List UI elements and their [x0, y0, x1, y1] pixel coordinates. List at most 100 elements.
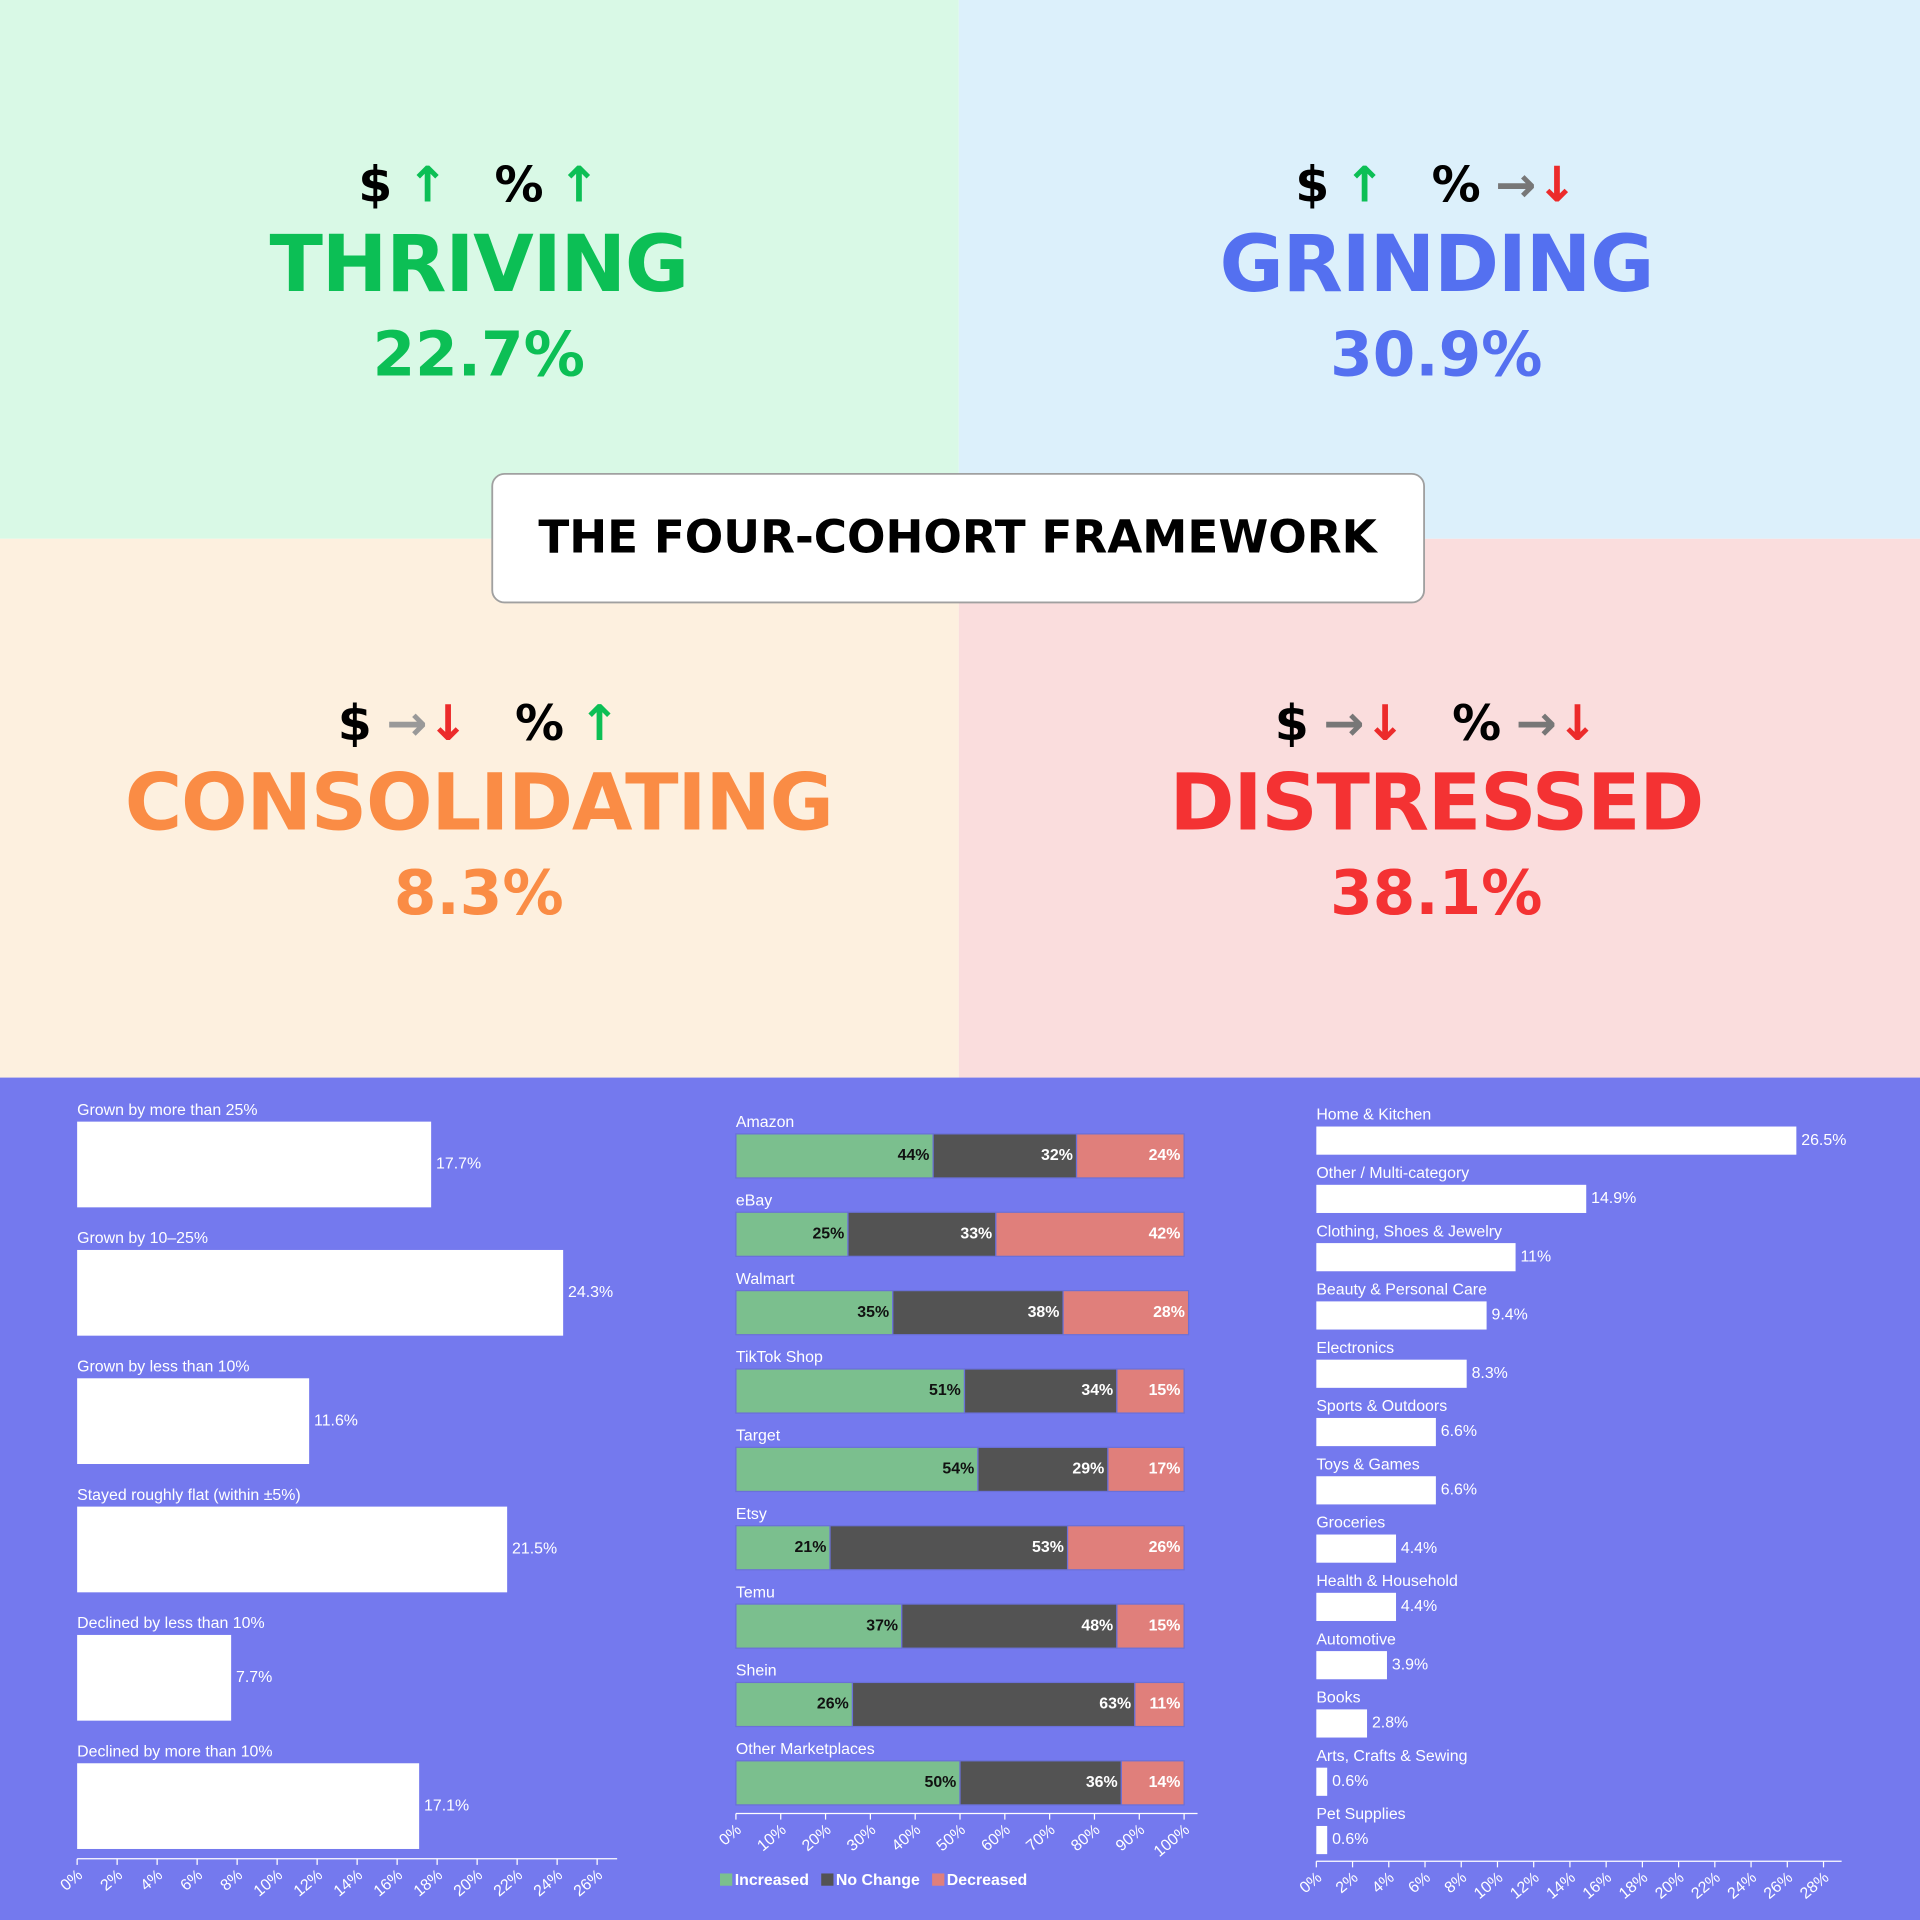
value-label: 21.5% [512, 1541, 557, 1558]
value-label: 4.4% [1401, 1540, 1437, 1557]
cohort-share: 38.1% [1330, 858, 1542, 929]
value-label: 33% [960, 1225, 992, 1242]
category-label: Other / Multi-category [1316, 1165, 1469, 1182]
value-label: 4.4% [1401, 1598, 1437, 1615]
quadrant-background [958, 0, 1920, 539]
cohort-name: DISTRESSED [1170, 758, 1704, 849]
bar-segment [829, 1525, 1069, 1571]
category-label: Temu [736, 1584, 775, 1601]
bar-segment [735, 1603, 903, 1649]
legend-label: Decreased [947, 1872, 1027, 1889]
legend-label: Increased [735, 1872, 809, 1889]
bar-segment [735, 1133, 934, 1179]
value-label: 21% [795, 1539, 827, 1556]
cohort-share: 22.7% [373, 319, 585, 390]
category-label: Groceries [1316, 1515, 1385, 1532]
value-label: 44% [898, 1147, 930, 1164]
bar-segment [963, 1368, 1118, 1414]
bar [1316, 1651, 1387, 1680]
bar-segment [847, 1211, 997, 1257]
value-label: 7.7% [236, 1669, 272, 1686]
category-label: Automotive [1316, 1631, 1396, 1648]
value-label: 17.7% [436, 1156, 481, 1173]
value-label: 0.6% [1332, 1831, 1368, 1848]
category-label: Declined by less than 10% [77, 1615, 264, 1632]
legend-label: No Change [836, 1872, 920, 1889]
bar-segment [1075, 1133, 1185, 1179]
indicators: $ →↓% →↓ [1275, 695, 1598, 752]
bar-segment [735, 1681, 854, 1728]
framework-title: THE FOUR-COHORT FRAMEWORK [538, 511, 1378, 564]
bar-segment [995, 1211, 1185, 1257]
value-label: 0.6% [1332, 1773, 1368, 1790]
value-label: 6.6% [1441, 1482, 1477, 1499]
category-label: Declined by more than 10% [77, 1743, 272, 1760]
quadrant-background [0, 0, 959, 539]
value-label: 51% [929, 1382, 961, 1399]
bar-segment [735, 1368, 966, 1414]
indicator-symbol: % [495, 156, 544, 213]
value-label: 54% [942, 1461, 974, 1478]
indicator-symbol: % [515, 695, 564, 752]
category-label: Grown by 10–25% [77, 1230, 208, 1247]
value-label: 11% [1520, 1248, 1551, 1265]
bar-segment [1107, 1446, 1185, 1493]
bar [77, 1763, 420, 1849]
legend-swatch [720, 1873, 733, 1886]
indicator-arrow: → [1495, 156, 1536, 213]
category-label: TikTok Shop [736, 1349, 823, 1366]
indicator-arrow: → [1516, 695, 1557, 752]
bar [1316, 1184, 1587, 1213]
value-label: 38% [1028, 1304, 1060, 1321]
cohort-name: THRIVING [270, 219, 688, 310]
category-label: Health & Household [1316, 1573, 1457, 1590]
bar-segment [1120, 1760, 1185, 1806]
bar [1316, 1417, 1436, 1447]
value-label: 48% [1081, 1617, 1113, 1634]
value-label: 6.6% [1441, 1423, 1477, 1440]
indicator-symbol: $ [358, 156, 392, 213]
bar [77, 1121, 432, 1208]
quadrant-background [0, 538, 959, 1078]
category-label: Other Marketplaces [736, 1741, 875, 1758]
indicator-arrow: ↑ [579, 695, 620, 752]
value-label: 35% [857, 1304, 889, 1321]
indicator-symbol: % [1452, 695, 1501, 752]
value-label: 17.1% [424, 1797, 469, 1814]
value-label: 29% [1072, 1461, 1104, 1478]
indicator-arrow: ↓ [427, 695, 468, 752]
value-label: 50% [924, 1774, 956, 1791]
value-label: 15% [1149, 1382, 1181, 1399]
title-box [491, 472, 1425, 604]
bar [1316, 1767, 1328, 1796]
bar [77, 1249, 564, 1336]
category-label: Electronics [1316, 1340, 1394, 1357]
bar-segment [1134, 1681, 1185, 1728]
bar-segment [901, 1603, 1118, 1649]
indicators: $ ↑% →↓ [1295, 156, 1577, 213]
category-label: Stayed roughly flat (within ±5%) [77, 1487, 301, 1504]
bar-segment [1062, 1290, 1190, 1336]
indicator-arrow: ↓ [1536, 156, 1577, 213]
value-label: 28% [1153, 1304, 1185, 1321]
bar-segment [959, 1760, 1122, 1806]
category-label: Sports & Outdoors [1316, 1398, 1447, 1415]
category-label: Arts, Crafts & Sewing [1316, 1748, 1467, 1765]
value-label: 26.5% [1801, 1132, 1846, 1149]
value-label: 32% [1041, 1147, 1073, 1164]
indicator-symbol: % [1432, 156, 1481, 213]
category-label: Target [736, 1428, 781, 1445]
quadrant-background [958, 538, 1920, 1078]
value-label: 36% [1086, 1774, 1118, 1791]
indicator-arrow: ↓ [1557, 695, 1598, 752]
cohort-share: 30.9% [1330, 319, 1542, 390]
value-label: 17% [1149, 1461, 1181, 1478]
bar [1316, 1476, 1436, 1505]
indicator-arrow: → [386, 695, 427, 752]
value-label: 14.9% [1591, 1190, 1636, 1207]
value-label: 3.9% [1392, 1656, 1428, 1673]
indicators: $ →↓% ↑ [338, 695, 620, 752]
indicator-symbol: $ [338, 695, 372, 752]
